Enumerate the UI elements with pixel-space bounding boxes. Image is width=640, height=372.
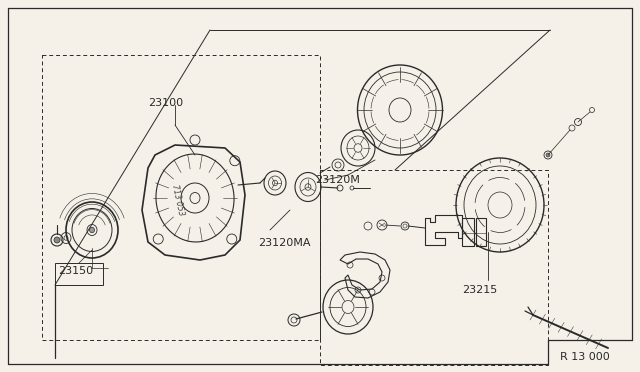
Text: 713 053: 713 053 — [170, 184, 186, 217]
Text: 23120M: 23120M — [315, 175, 360, 185]
Bar — [55, 263, 103, 285]
Text: R 13 000: R 13 000 — [560, 352, 610, 362]
Text: 23120MA: 23120MA — [258, 238, 310, 248]
Circle shape — [546, 153, 550, 157]
Text: 23100: 23100 — [148, 98, 183, 108]
Circle shape — [54, 237, 60, 243]
Text: 23215: 23215 — [462, 285, 497, 295]
Text: 23150: 23150 — [58, 266, 93, 276]
Bar — [462, 218, 474, 246]
Ellipse shape — [90, 227, 95, 233]
Bar — [476, 218, 486, 246]
